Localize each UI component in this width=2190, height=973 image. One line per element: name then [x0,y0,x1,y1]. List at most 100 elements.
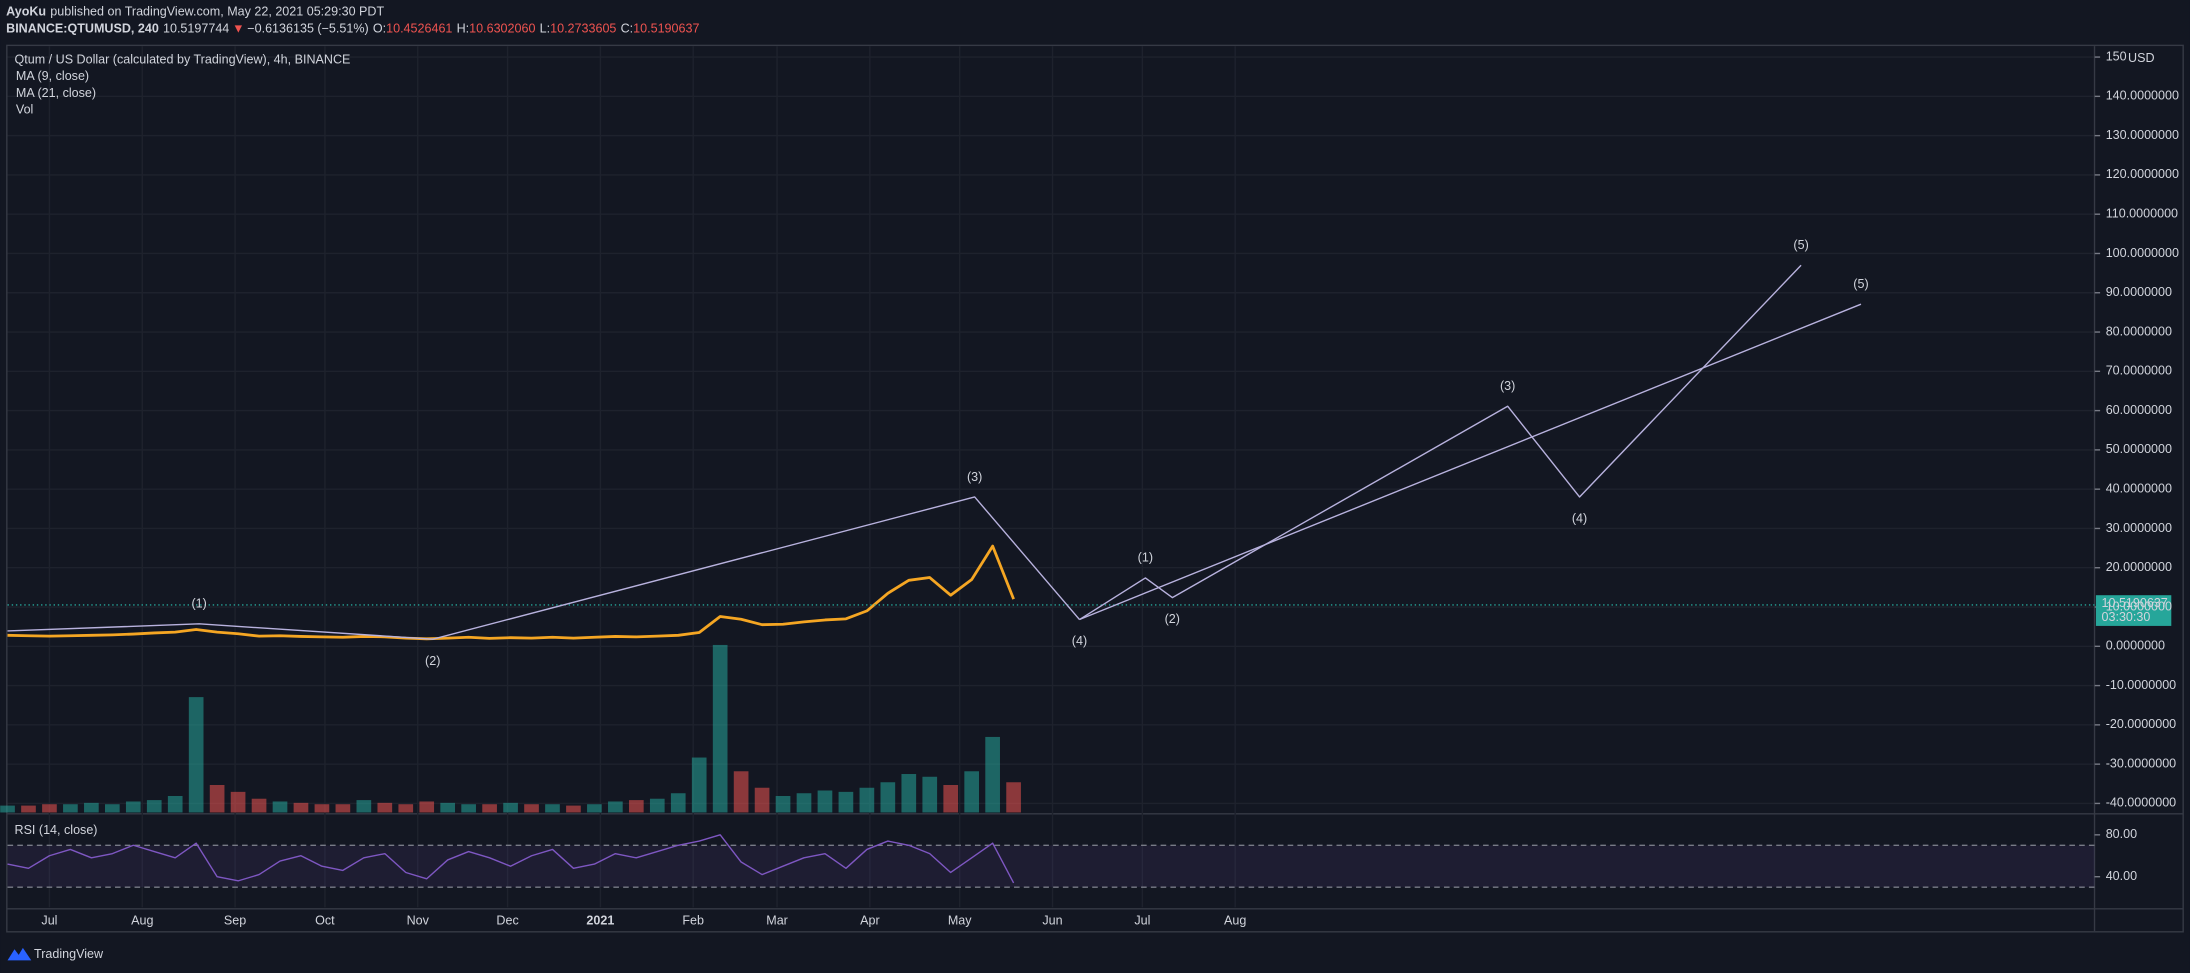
x-tick-label: Mar [766,914,788,928]
volume-bar [230,791,246,813]
symbol: BINANCE:QTUMUSD, 240 [6,22,159,36]
indicator: MA (9, close) [16,69,89,83]
y-tick-label: -10.0000000 [2106,678,2176,692]
volume-bar [964,771,980,813]
volume-bar [943,785,959,813]
price: 10.5197744 [163,22,229,36]
volume-bar [419,801,435,813]
volume-bar [188,697,204,813]
volume-bar [691,757,707,813]
y-tick-label: 40.0000000 [2106,481,2172,495]
grid [7,46,2101,908]
wave-label: (4) [1072,634,1087,648]
y-tick-label: 150 [2106,49,2127,63]
x-tick-label: Nov [407,914,430,928]
symbol-line: BINANCE:QTUMUSD, 240 10.5197744 ▼ −0.613613… [6,22,699,36]
y-tick-label: -30.0000000 [2106,756,2176,770]
wave-label: (1) [1138,551,1153,565]
change: −0.6136135 (−5.51%) [247,22,368,36]
volume-bar [566,805,581,813]
volume-bar [859,787,875,813]
last-price-tag [2095,595,2172,626]
volume-bar [125,801,141,813]
volume-bar [251,798,267,813]
wave-label: (3) [967,470,982,484]
ohlc-key: O: [373,22,386,36]
volume-bar [84,802,99,813]
published: published on TradingView.com, May 22, 20… [50,5,384,19]
volume-bar [146,800,162,813]
x-tick-label: Jun [1042,914,1062,928]
volume-bar [922,776,938,813]
x-tick-label: Apr [860,914,880,928]
volume-bar [63,804,78,813]
wave-label: (2) [425,654,440,668]
y-tick-label: 60.0000000 [2106,403,2172,417]
author: AyoKu [6,5,46,19]
y-tick-label: 20.0000000 [2106,560,2172,574]
countdown: 03:30:30 [2102,610,2151,624]
wave-label: (5) [1853,277,1868,291]
footer: TradingView [7,947,104,961]
y-tick-label: 10.0000000 [2106,599,2172,613]
volume-bar [775,795,791,813]
publish-line: AyoKu published on TradingView.com, May 2… [6,5,384,19]
volume-bar [335,804,351,813]
y-tick-label: 120.0000000 [2106,167,2179,181]
ohlc-value: 10.4526461 [386,22,452,36]
x-tick-label: Oct [315,914,335,928]
wave-line [7,496,1081,640]
ohlc-value: 10.2733605 [550,22,616,36]
chart-title: Qtum / US Dollar (calculated by TradingV… [15,52,351,66]
x-tick-label: Jul [1134,914,1150,928]
ohlc-key: L: [540,22,550,36]
volume-bar [796,793,812,813]
volume-bar [838,791,854,813]
volume-bar [377,802,393,813]
x-tick-label: Aug [1224,914,1246,928]
x-tick-label: Aug [131,914,153,928]
x-tick-label: Dec [496,914,518,928]
price-line [7,544,1015,641]
ohlc-key: H: [457,22,470,36]
volume-bar [608,801,623,813]
wave-line [1079,303,1862,621]
volume-bar [712,644,728,813]
y-tick-label: 40.00 [2106,869,2137,883]
volume-bar [42,804,57,813]
volume-bar [503,802,518,813]
y-tick-label: 100.0000000 [2106,246,2179,260]
wave-label: (1) [191,597,206,611]
wave-label: (5) [1793,238,1808,252]
x-tick-label: May [948,914,972,928]
y-tick-label: -20.0000000 [2106,717,2176,731]
wave-label: (4) [1572,512,1587,526]
volume-bar [21,805,36,813]
chart-frame [6,44,2184,933]
volume-bar [733,771,749,813]
brand: TradingView [34,947,104,961]
volume-bar [293,802,309,813]
last-price-label: 10.5190637 [2102,596,2168,610]
wave-line [1079,264,1802,621]
y-tick-label: 30.0000000 [2106,521,2172,535]
volume-bar [628,800,644,813]
volume-bar [272,801,288,813]
marks [0,264,2172,884]
volume-bar [356,800,372,813]
y-tick-label: 70.0000000 [2106,364,2172,378]
logo [7,947,32,961]
y-tick-label: 80.0000000 [2106,324,2172,338]
y-tick-label: 140.0000000 [2106,89,2179,103]
volume-bar [1006,782,1021,813]
ohlc-value: 10.6302060 [469,22,535,36]
arrow: ▼ [232,22,244,36]
y-tick-label: 50.0000000 [2106,442,2172,456]
volume-bar [209,785,225,813]
volume-bar [104,804,120,813]
x-tick-label: Feb [682,914,704,928]
indicator: MA (21, close) [16,86,96,100]
y-tick-label: 90.0000000 [2106,285,2172,299]
rsi-line [7,834,1015,884]
